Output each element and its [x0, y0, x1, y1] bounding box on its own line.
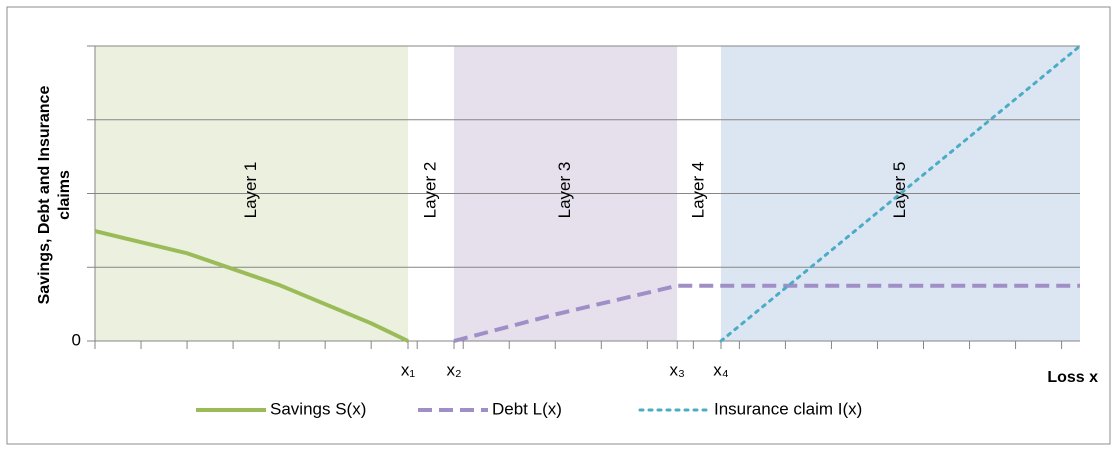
- y-axis-label: Savings, Debt and Insurance claims: [36, 85, 73, 305]
- x-tick-label: x₂: [446, 360, 461, 379]
- layer-label: Layer 2: [420, 162, 439, 219]
- legend-label: Debt L(x): [492, 399, 562, 418]
- layer-label: Layer 4: [689, 162, 708, 219]
- x-tick-label: x₁: [401, 360, 416, 379]
- series-line: [94, 229, 409, 343]
- legend-label: Savings S(x): [270, 399, 366, 418]
- series-line: [719, 44, 1082, 343]
- x-tick-label: x₄: [713, 360, 729, 379]
- x-axis-label: Loss x: [1047, 369, 1098, 386]
- x-tick-label: x₃: [670, 360, 685, 379]
- layer-label: Layer 5: [890, 162, 909, 219]
- layer-label: Layer 3: [555, 162, 574, 219]
- series-line: [453, 283, 1080, 343]
- layer-label: Layer 1: [241, 162, 260, 219]
- legend-label: Insurance claim I(x): [714, 399, 862, 418]
- y-tick-label: 0: [72, 330, 81, 349]
